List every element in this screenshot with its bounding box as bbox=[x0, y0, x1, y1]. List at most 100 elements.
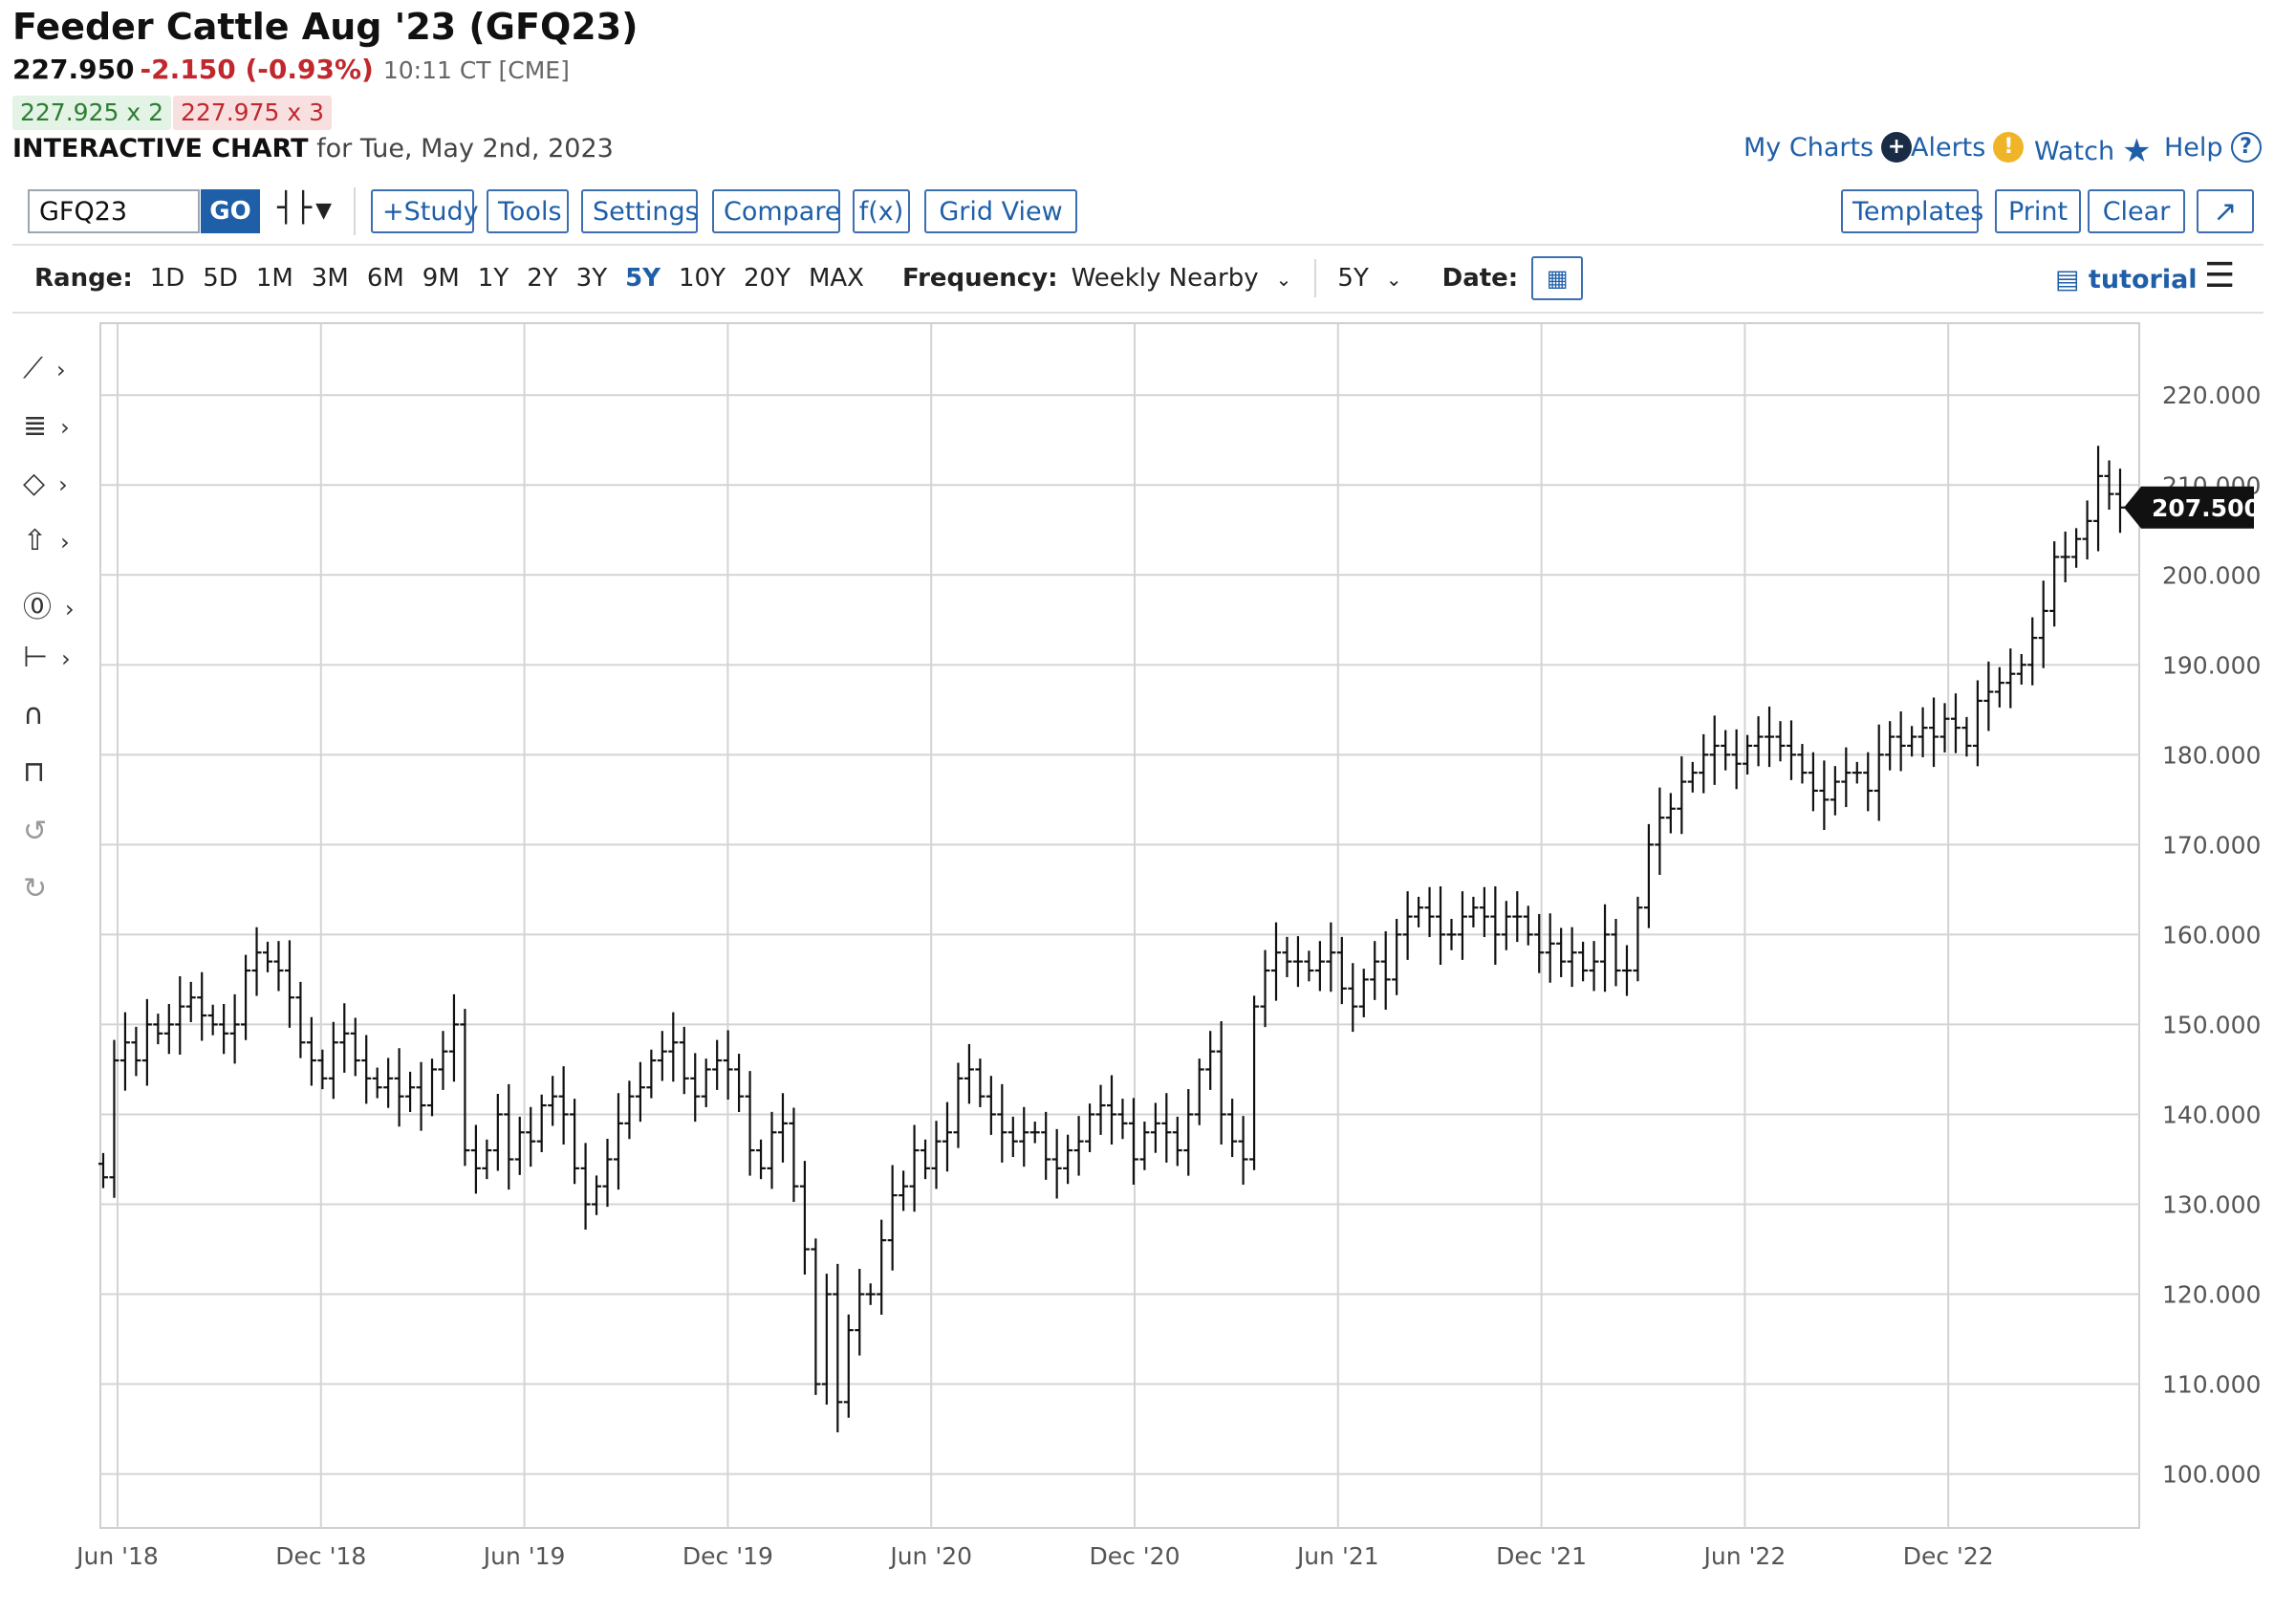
ohlc-bar bbox=[712, 1039, 723, 1090]
calendar-icon[interactable]: ▦ bbox=[1531, 256, 1584, 300]
watch-link[interactable]: Watch ★ bbox=[2034, 132, 2152, 170]
study-button[interactable]: +Study bbox=[371, 189, 479, 233]
ohlc-bar bbox=[690, 1053, 701, 1123]
frequency-select[interactable]: Weekly Nearby ⌄ bbox=[1072, 264, 1292, 293]
y-tick-label: 200.000 bbox=[2162, 561, 2261, 589]
redo-button[interactable]: ↻ bbox=[23, 872, 90, 910]
ohlc-bar bbox=[646, 1049, 657, 1099]
compare-button[interactable]: Compare bbox=[712, 189, 840, 233]
ohlc-bar bbox=[570, 1099, 580, 1185]
range-1d[interactable]: 1D bbox=[149, 264, 185, 293]
go-button[interactable]: GO bbox=[201, 189, 260, 233]
period-select[interactable]: 5Y ⌄ bbox=[1337, 264, 1401, 293]
ohlc-bar bbox=[811, 1238, 821, 1395]
alerts-link[interactable]: Alerts ! bbox=[1911, 132, 2025, 163]
ohlc-bar bbox=[1260, 949, 1270, 1028]
last-price-tag: 207.500 bbox=[2124, 486, 2261, 529]
ohlc-bar bbox=[1556, 927, 1567, 977]
ohlc-bar bbox=[263, 941, 273, 972]
range-20y[interactable]: 20Y bbox=[743, 264, 791, 293]
plus-circle-icon: + bbox=[1881, 132, 1913, 163]
ohlc-bar bbox=[438, 1031, 448, 1090]
ohlc-bar bbox=[1874, 724, 1884, 821]
tools-button[interactable]: Tools bbox=[487, 189, 569, 233]
clear-button[interactable]: Clear bbox=[2088, 189, 2185, 233]
ohlc-bar bbox=[843, 1314, 854, 1418]
ohlc-bar bbox=[306, 1016, 316, 1086]
ohlc-bar bbox=[284, 940, 294, 1028]
bar-type-selector[interactable]: ┤├ ▼ bbox=[277, 191, 332, 225]
ohlc-bar bbox=[613, 1093, 623, 1190]
magnet-tool[interactable]: ∩ bbox=[23, 698, 90, 736]
ohlc-bar bbox=[865, 1283, 876, 1305]
ohlc-bar bbox=[514, 1116, 525, 1175]
ohlc-bar bbox=[197, 971, 207, 1041]
expand-icon[interactable]: ↗ bbox=[2197, 189, 2254, 233]
lock-tool[interactable]: ⊓ bbox=[23, 755, 90, 794]
range-5y[interactable]: 5Y bbox=[625, 264, 661, 293]
ohlc-bar bbox=[339, 1003, 350, 1073]
ohlc-bar bbox=[1786, 720, 1796, 780]
my-charts-link[interactable]: My Charts + bbox=[1744, 132, 1913, 163]
ohlc-bar bbox=[141, 998, 152, 1086]
ohlc-bar bbox=[997, 1083, 1007, 1163]
magnet-icon: ∩ bbox=[23, 698, 44, 731]
chart-date: for Tue, May 2nd, 2023 bbox=[316, 134, 614, 164]
unlock-icon: ⊓ bbox=[23, 755, 46, 789]
ohlc-bar bbox=[986, 1076, 996, 1135]
ohlc-bar bbox=[931, 1121, 942, 1189]
ohlc-bar bbox=[229, 993, 240, 1064]
ohlc-bar bbox=[273, 941, 284, 992]
ohlc-bar bbox=[1885, 721, 1895, 771]
range-9m[interactable]: 9M bbox=[422, 264, 460, 293]
range-2y[interactable]: 2Y bbox=[527, 264, 558, 293]
ohlc-bar bbox=[1107, 1075, 1116, 1145]
range-1m[interactable]: 1M bbox=[255, 264, 293, 293]
undo-button[interactable]: ↺ bbox=[23, 815, 90, 853]
ohlc-bar bbox=[219, 1003, 229, 1055]
ohlc-bar bbox=[1534, 913, 1545, 973]
symbol-input[interactable] bbox=[28, 189, 200, 233]
tutorial-link[interactable]: ▤ tutorial bbox=[2055, 265, 2198, 294]
templates-button[interactable]: Templates bbox=[1841, 189, 1983, 233]
range-5d[interactable]: 5D bbox=[203, 264, 238, 293]
arrow-tool[interactable]: ⇧ › bbox=[23, 524, 90, 562]
y-tick-label: 150.000 bbox=[2162, 1011, 2261, 1038]
range-3m[interactable]: 3M bbox=[311, 264, 349, 293]
chevron-right-icon: › bbox=[56, 357, 66, 383]
label-tool[interactable]: ⓪ › bbox=[23, 583, 90, 624]
ohlc-bar bbox=[526, 1106, 536, 1167]
x-tick-label: Jun '20 bbox=[888, 1542, 972, 1570]
range-3y[interactable]: 3Y bbox=[575, 264, 608, 293]
ohlc-bar bbox=[1073, 1116, 1084, 1176]
measure-tool[interactable]: ⊢ › bbox=[23, 641, 90, 679]
range-6m[interactable]: 6M bbox=[366, 264, 404, 293]
ohlc-bar bbox=[1600, 904, 1611, 992]
ohlc-bar bbox=[1336, 936, 1347, 1005]
fib-tool[interactable]: ≣ › bbox=[23, 409, 90, 447]
menu-icon[interactable]: ☰ bbox=[2204, 256, 2236, 295]
alerts-label: Alerts bbox=[1911, 132, 1986, 163]
ohlc-bar bbox=[1380, 931, 1391, 1011]
grid-view-button[interactable]: Grid View bbox=[924, 189, 1077, 233]
shape-tool[interactable]: ◇ › bbox=[23, 467, 90, 505]
ohlc-bar bbox=[1370, 941, 1380, 1000]
settings-button[interactable]: Settings bbox=[581, 189, 699, 233]
range-1y[interactable]: 1Y bbox=[477, 264, 509, 293]
help-link[interactable]: Help ? bbox=[2164, 132, 2262, 163]
range-10y[interactable]: 10Y bbox=[679, 264, 726, 293]
ohlc-bar bbox=[635, 1061, 645, 1123]
ohlc-bar bbox=[745, 1071, 755, 1176]
ohlc-bar bbox=[1282, 936, 1292, 977]
ohlc-bar bbox=[492, 1094, 503, 1171]
ohlc-bar bbox=[2115, 469, 2125, 534]
range-max[interactable]: MAX bbox=[808, 264, 864, 293]
line-tool[interactable]: ⟋ › bbox=[23, 352, 90, 390]
ohlc-bar bbox=[1721, 730, 1731, 771]
chevron-right-icon: › bbox=[61, 645, 71, 672]
fx-button[interactable]: f(x) bbox=[853, 189, 910, 233]
ohlc-bar bbox=[1545, 913, 1555, 983]
chevron-down-icon: ⌄ bbox=[1275, 268, 1292, 291]
print-button[interactable]: Print bbox=[1995, 189, 2081, 233]
